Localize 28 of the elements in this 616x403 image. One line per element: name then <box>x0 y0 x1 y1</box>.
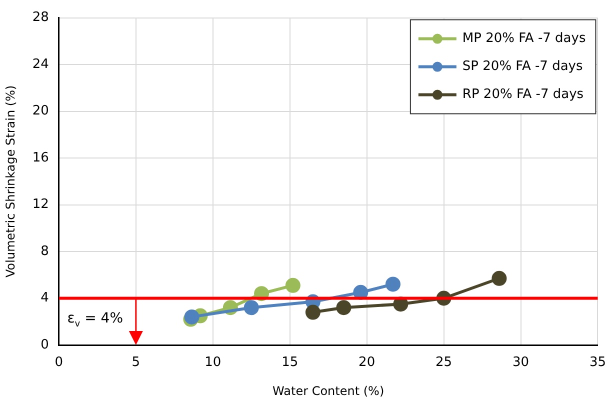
y-tick-label: 16 <box>32 150 49 166</box>
x-tick-label: 0 <box>54 355 64 370</box>
y-tick-label: 20 <box>32 104 49 119</box>
x-tick-label: 35 <box>589 355 606 370</box>
x-tick-label: 10 <box>204 355 222 370</box>
legend-label: MP 20% FA -7 days <box>462 31 586 46</box>
y-tick-label: 24 <box>32 56 49 72</box>
x-axis-title: Water Content (%) <box>272 384 384 398</box>
x-tick-label: 15 <box>282 355 298 370</box>
point <box>492 270 507 286</box>
y-tick-label: 28 <box>32 10 49 26</box>
y-tick-label: 8 <box>40 244 49 259</box>
point <box>244 300 259 316</box>
y-tick-label: 0 <box>40 337 49 352</box>
x-tick-label: 20 <box>358 355 376 370</box>
legend-label: RP 20% FA -7 days <box>462 87 584 102</box>
x-tick-label: 30 <box>512 355 530 370</box>
point <box>353 284 368 300</box>
y-axis-title: Volumetric Shrinkage Strain (%) <box>3 85 18 278</box>
x-tick-label: 25 <box>436 355 452 370</box>
point <box>336 300 352 316</box>
y-tick-label: 12 <box>32 197 49 212</box>
x-tick-label: 5 <box>132 355 140 370</box>
point <box>305 304 320 320</box>
point <box>285 278 300 293</box>
legend-label: SP 20% FA -7 days <box>462 59 583 74</box>
point <box>385 276 400 292</box>
y-tick-label: 4 <box>40 290 49 306</box>
